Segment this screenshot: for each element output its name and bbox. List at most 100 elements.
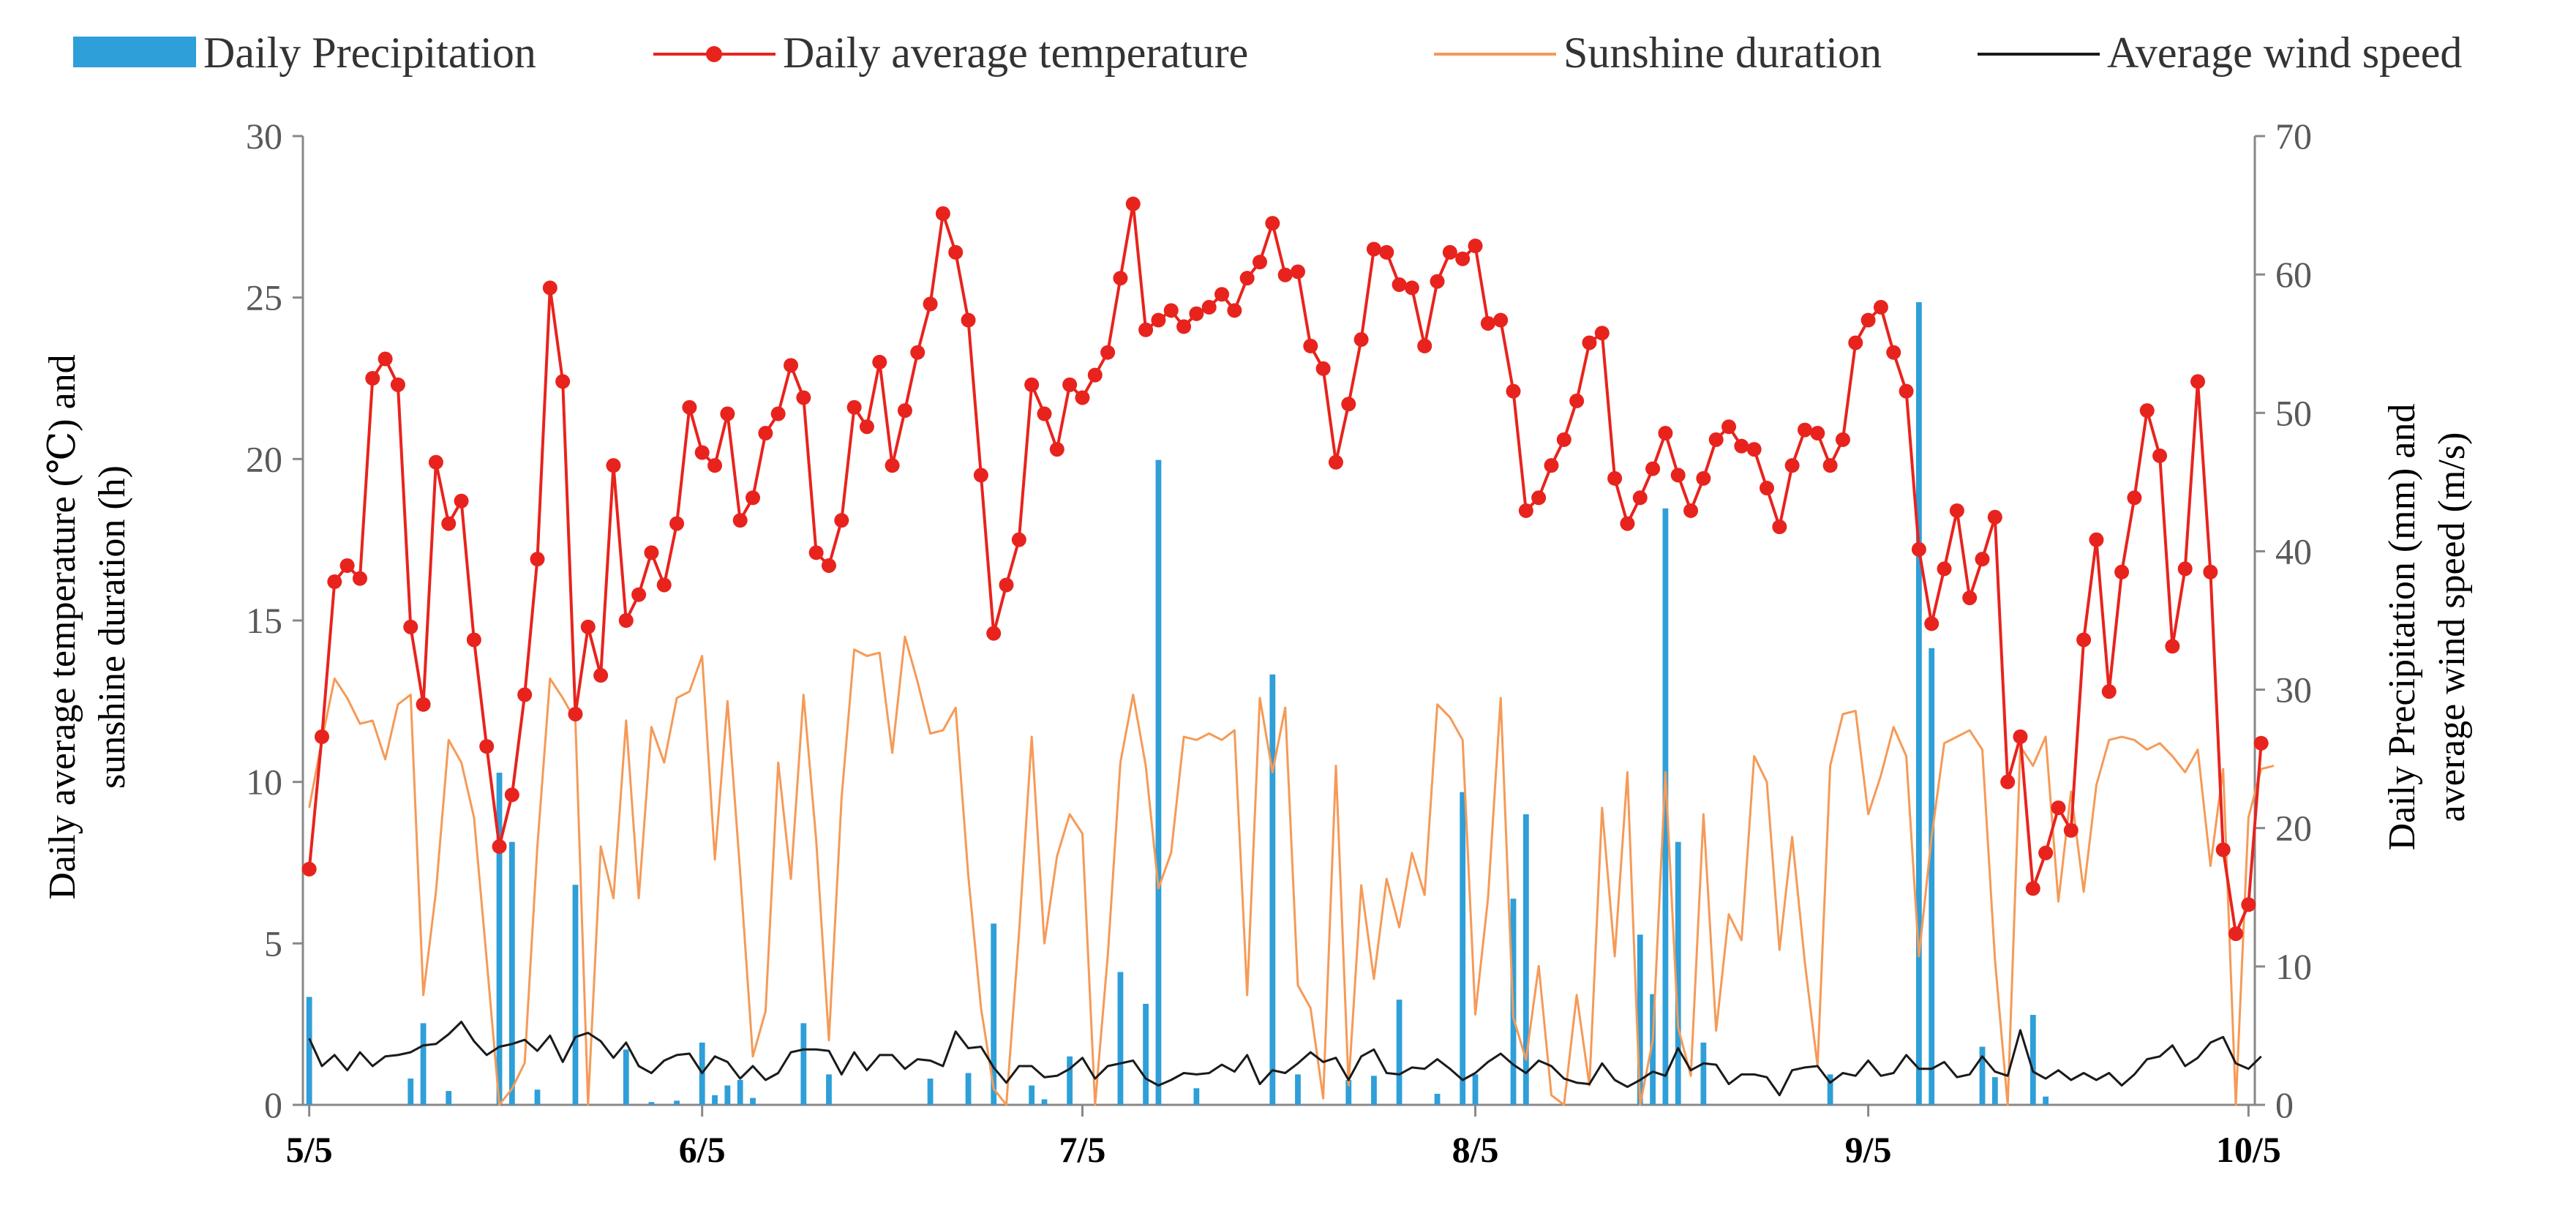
y-left-axis-title-line1: Daily average temperature (℃) and [42,354,83,899]
temperature-point [492,839,507,854]
temperature-point [2190,374,2206,389]
y-left-ticks: 0 5 10 15 20 25 30 [246,116,303,1125]
temperature-point [2089,532,2104,547]
precipitation-bar [1700,1042,1707,1105]
temperature-point [339,558,355,573]
temperature-point [1632,490,1648,506]
precipitation-bar [1396,999,1402,1105]
precipitation-bar [1041,1099,1048,1105]
sunshine-line [308,635,2275,1106]
temperature-point [720,406,735,421]
temperature-point [1683,503,1699,518]
temperature-line [307,202,2263,936]
legend: Daily Precipitation Daily average temper… [73,29,2462,77]
y-right-tick-label: 70 [2275,116,2312,157]
precipitation-bar [1991,1077,1998,1105]
y-right-tick-label: 10 [2275,946,2312,987]
y-left-tick-label: 25 [246,277,282,318]
precipitation-bar [826,1074,832,1105]
temperature-point [1810,426,1825,441]
temperature-point [618,613,634,628]
precipitation-bar [1915,301,1922,1105]
temperature-point [542,280,557,296]
y-right-ticks: 0 10 20 30 40 50 60 70 [2255,116,2312,1125]
temperature-point [1455,251,1471,266]
temperature-point [1518,503,1533,518]
temperature-point [2038,845,2054,860]
precipitation-bar [648,1102,655,1105]
temperature-point [1125,196,1141,211]
temperature-point [1746,442,1762,457]
temperature-point [1011,532,1026,547]
precipitation-bar [1345,1079,1352,1105]
temperature-point [479,739,495,754]
temperature-point [1430,274,1445,289]
temperature-point [1163,303,1179,318]
temperature-point [1822,458,1838,473]
temperature-point [1468,239,1483,254]
temperature-point [872,354,887,370]
precipitation-bar [1434,1093,1441,1105]
temperature-point [555,374,571,389]
temperature-point [885,458,900,473]
y-left-tick-label: 5 [264,923,282,964]
temperature-point [746,490,761,506]
precipitation-bar [1827,1074,1833,1105]
temperature-point [1708,432,1724,447]
temperature-point [1987,509,2002,525]
temperature-point [770,406,786,421]
temperature-point [1379,244,1394,260]
precipitation-bar [534,1089,541,1105]
temperature-point [1100,345,1116,360]
legend-label-precipitation: Daily Precipitation [203,29,536,77]
x-ticks: 5/5 6/5 7/5 8/5 9/5 10/5 [286,1105,2281,1170]
temperature-point [1937,561,1952,577]
temperature-point [644,545,659,560]
temperature-point [910,345,925,360]
temperature-point [1594,326,1610,341]
temperature-point [2152,448,2168,463]
precipitation-bar [408,1079,414,1105]
precipitation-bar [496,773,503,1105]
precipitation-bar [1143,1003,1149,1105]
precipitation-bar [1522,814,1529,1105]
temperature-point [1556,432,1571,447]
precipitation-bar [306,997,312,1105]
temperature-point [1201,299,1217,315]
y-left-axis-title-line2: sunshine duration (h) [91,465,133,789]
temperature-point [2253,735,2269,751]
temperature-point [1886,345,1901,360]
wind-line [308,1021,2262,1097]
temperature-point [466,632,481,648]
temperature-point [1721,419,1737,435]
precipitation-bar [1193,1088,1200,1105]
temperature-point [504,787,519,803]
temperature-point [365,371,380,386]
temperature-point [1797,422,1812,438]
precipitation-bar [800,1023,807,1105]
temperature-point [1417,338,1432,353]
temperature-series [301,196,2269,942]
temperature-point [1087,367,1103,383]
precipitation-bar [965,1073,972,1105]
temperature-point [530,552,545,567]
temperature-point [694,445,710,460]
temperature-point [352,571,367,586]
temperature-point [1734,438,1749,454]
y-left-tick-label: 15 [246,600,282,641]
wind-series [308,1021,2262,1097]
precipitation-bar [1637,934,1643,1105]
temperature-point [1480,315,1495,331]
precipitation-bar [1295,1074,1301,1105]
temperature-point [1772,520,1787,535]
temperature-point [1392,277,1407,293]
x-tick-label: 10/5 [2216,1129,2281,1170]
temperature-point [1645,461,1661,476]
temperature-point [428,454,443,470]
y-right-tick-label: 50 [2275,392,2312,433]
precipitation-bar [2043,1096,2049,1105]
temperature-point [1303,338,1318,353]
temperature-point [2203,564,2218,580]
precipitation-bar [572,885,579,1105]
temperature-point [682,400,697,415]
